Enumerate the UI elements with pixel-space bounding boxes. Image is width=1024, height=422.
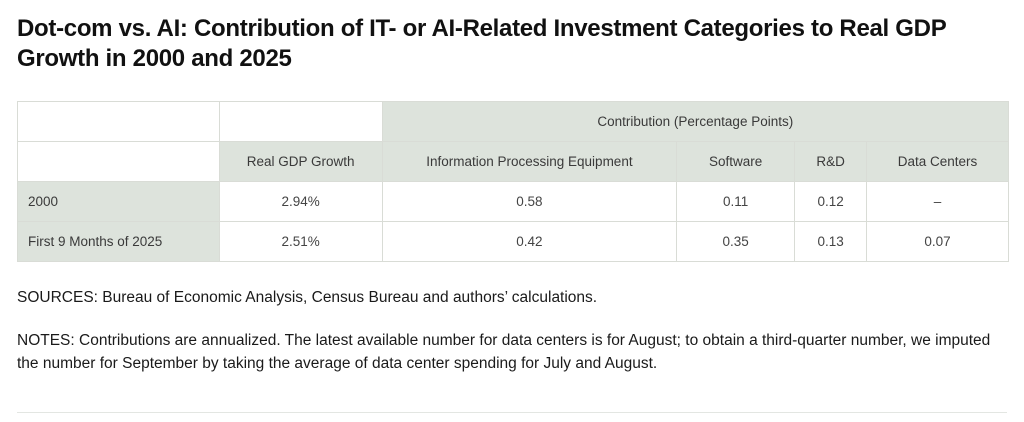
cell-info-processing-equipment: 0.42 [381,221,678,262]
column-header-real-gdp-growth: Real GDP Growth [218,141,383,182]
contribution-group-header: Contribution (Percentage Points) [381,101,1010,142]
cell-software: 0.11 [676,181,796,222]
column-header-row: Real GDP Growth Information Processing E… [17,141,1009,182]
group-header-row: Contribution (Percentage Points) [17,101,1010,142]
row-label: First 9 Months of 2025 [17,221,220,262]
page-title: Dot-com vs. AI: Contribution of IT- or A… [17,15,946,72]
column-header-rd: R&D [794,141,868,182]
cell-data-centers: – [866,181,1009,222]
column-header-software: Software [676,141,796,182]
bottom-divider [17,412,1007,413]
cell-real-gdp-growth: 2.51% [218,221,383,262]
empty-header-cell [17,101,220,142]
cell-real-gdp-growth: 2.94% [218,181,383,222]
table-row: 2000 2.94% 0.58 0.11 0.12 – [17,181,1009,222]
row-label: 2000 [17,181,220,222]
column-header-data-centers: Data Centers [866,141,1009,182]
empty-header-cell [17,141,220,182]
empty-header-cell [218,101,383,142]
column-header-info-processing-equipment: Information Processing Equipment [381,141,678,182]
notes-text: NOTES: Contributions are annualized. The… [17,332,991,372]
cell-rd: 0.13 [794,221,868,262]
cell-software: 0.35 [676,221,796,262]
table-row: First 9 Months of 2025 2.51% 0.42 0.35 0… [17,221,1009,262]
cell-info-processing-equipment: 0.58 [381,181,678,222]
cell-data-centers: 0.07 [866,221,1009,262]
sources-note: SOURCES: Bureau of Economic Analysis, Ce… [17,289,598,306]
cell-rd: 0.12 [794,181,868,222]
gdp-contribution-table: Contribution (Percentage Points) Real GD… [17,101,1010,262]
